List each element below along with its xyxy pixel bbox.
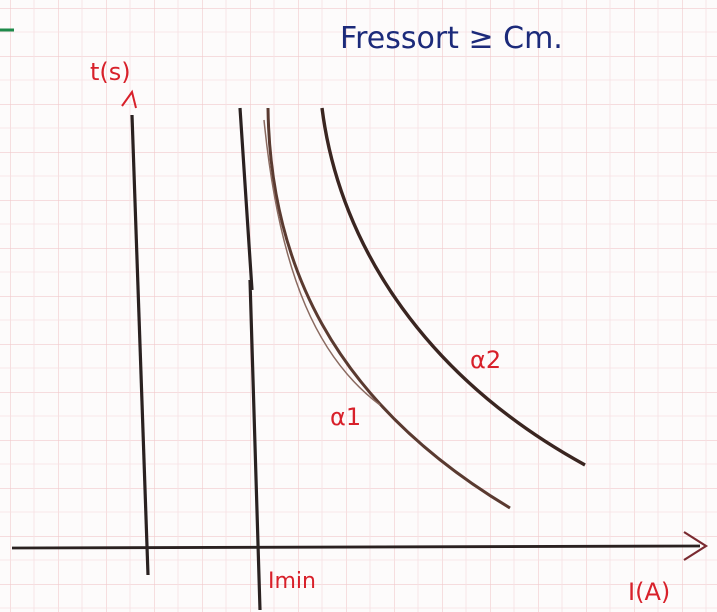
curve-label: α1 — [330, 403, 361, 431]
x-axis-label: I(A) — [628, 578, 670, 606]
page: {"title": "Fressort ≥ Cm.", "axes": {"y_… — [0, 0, 717, 612]
sketch: Fressort ≥ Cm. t(s) I(A) Imin α1 α2 — [0, 0, 717, 612]
title: Fressort ≥ Cm. — [340, 21, 563, 56]
y-axis-label: t(s) — [90, 58, 131, 86]
grid-paper — [0, 0, 717, 612]
imin-label: Imin — [268, 569, 316, 594]
curve-label: α2 — [470, 346, 501, 374]
x-axis — [12, 546, 700, 548]
